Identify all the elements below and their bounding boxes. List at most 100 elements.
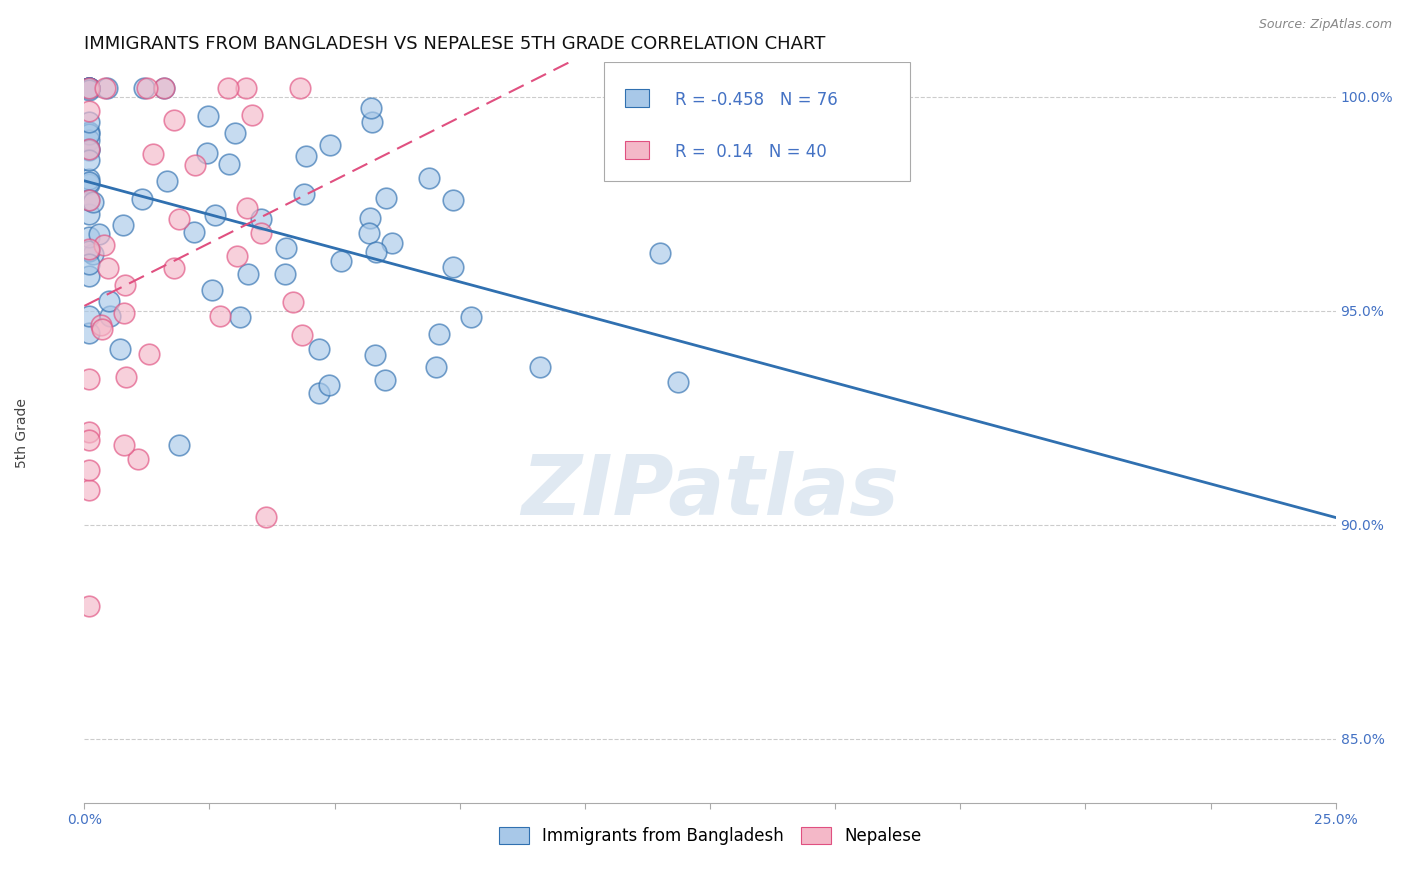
Point xyxy=(418,170,440,185)
Point xyxy=(357,227,380,241)
Point xyxy=(79,244,101,258)
Point xyxy=(330,254,353,268)
Point xyxy=(138,346,160,360)
Point xyxy=(79,177,101,191)
Point xyxy=(79,463,101,477)
Point xyxy=(79,172,101,186)
Point xyxy=(292,186,315,201)
Text: R =  0.14   N = 40: R = 0.14 N = 40 xyxy=(675,143,827,161)
Point xyxy=(79,81,101,95)
Point xyxy=(79,81,101,95)
Point xyxy=(167,438,190,452)
FancyBboxPatch shape xyxy=(624,141,650,159)
Point xyxy=(79,143,101,157)
Point xyxy=(79,230,101,244)
Point xyxy=(217,81,239,95)
Point xyxy=(79,125,101,139)
Point xyxy=(195,145,218,160)
Point xyxy=(167,211,190,226)
Point xyxy=(79,81,101,95)
Point xyxy=(90,318,112,333)
Point xyxy=(79,127,101,141)
Point xyxy=(79,242,101,256)
Point xyxy=(429,326,451,341)
Point xyxy=(183,158,205,172)
Point xyxy=(108,343,131,357)
Point xyxy=(240,107,263,121)
Point xyxy=(443,193,465,207)
Point xyxy=(89,227,111,241)
Point xyxy=(114,278,136,293)
Point xyxy=(79,153,101,168)
Point xyxy=(364,348,387,362)
Point xyxy=(529,360,551,375)
Point xyxy=(112,306,135,320)
Point xyxy=(224,126,246,140)
Point xyxy=(94,81,117,95)
Point xyxy=(274,267,297,281)
Point xyxy=(366,244,388,259)
Point xyxy=(79,81,101,95)
Point xyxy=(250,227,273,241)
Point xyxy=(218,156,240,170)
Point xyxy=(79,372,101,386)
Point xyxy=(79,433,101,447)
Point xyxy=(156,174,179,188)
Point xyxy=(112,437,135,451)
Text: IMMIGRANTS FROM BANGLADESH VS NEPALESE 5TH GRADE CORRELATION CHART: IMMIGRANTS FROM BANGLADESH VS NEPALESE 5… xyxy=(84,35,825,53)
Point xyxy=(79,425,101,439)
Point xyxy=(82,247,104,261)
Point xyxy=(79,483,101,498)
Point xyxy=(226,249,249,263)
Point xyxy=(136,81,159,95)
Point xyxy=(650,246,672,260)
Point xyxy=(236,267,259,281)
Point xyxy=(359,211,381,226)
Point xyxy=(79,599,101,613)
Point xyxy=(79,114,101,128)
Point xyxy=(290,81,312,95)
Point xyxy=(460,310,482,324)
Point xyxy=(97,261,120,276)
Point xyxy=(79,82,101,96)
Point xyxy=(112,218,135,232)
Point xyxy=(183,225,205,239)
Point xyxy=(204,208,226,222)
Point xyxy=(79,326,101,340)
Point xyxy=(97,293,120,308)
Point xyxy=(79,104,101,119)
Point xyxy=(163,260,186,275)
Point xyxy=(79,206,101,220)
Point xyxy=(79,194,101,208)
Point xyxy=(153,81,176,95)
Point xyxy=(79,193,101,207)
Point xyxy=(79,81,101,95)
Point xyxy=(79,142,101,156)
Y-axis label: 5th Grade: 5th Grade xyxy=(15,398,28,467)
Point xyxy=(153,81,176,95)
Point xyxy=(361,114,384,128)
Point xyxy=(250,211,273,226)
Point xyxy=(91,322,114,336)
Point xyxy=(79,309,101,323)
Point xyxy=(79,257,101,271)
Legend: Immigrants from Bangladesh, Nepalese: Immigrants from Bangladesh, Nepalese xyxy=(494,822,927,850)
FancyBboxPatch shape xyxy=(624,89,650,107)
Point xyxy=(291,328,314,343)
Point xyxy=(131,192,153,206)
Point xyxy=(441,260,464,274)
Point xyxy=(209,310,232,324)
Point xyxy=(93,238,115,252)
Point xyxy=(142,146,165,161)
Point xyxy=(114,370,136,384)
Text: Source: ZipAtlas.com: Source: ZipAtlas.com xyxy=(1258,18,1392,31)
Point xyxy=(79,81,101,95)
Point xyxy=(381,235,404,250)
Point xyxy=(96,81,118,95)
Point xyxy=(374,373,396,387)
Point xyxy=(197,109,219,123)
Point xyxy=(132,81,155,95)
Point xyxy=(254,510,277,524)
Point xyxy=(229,310,252,324)
Point xyxy=(79,269,101,284)
